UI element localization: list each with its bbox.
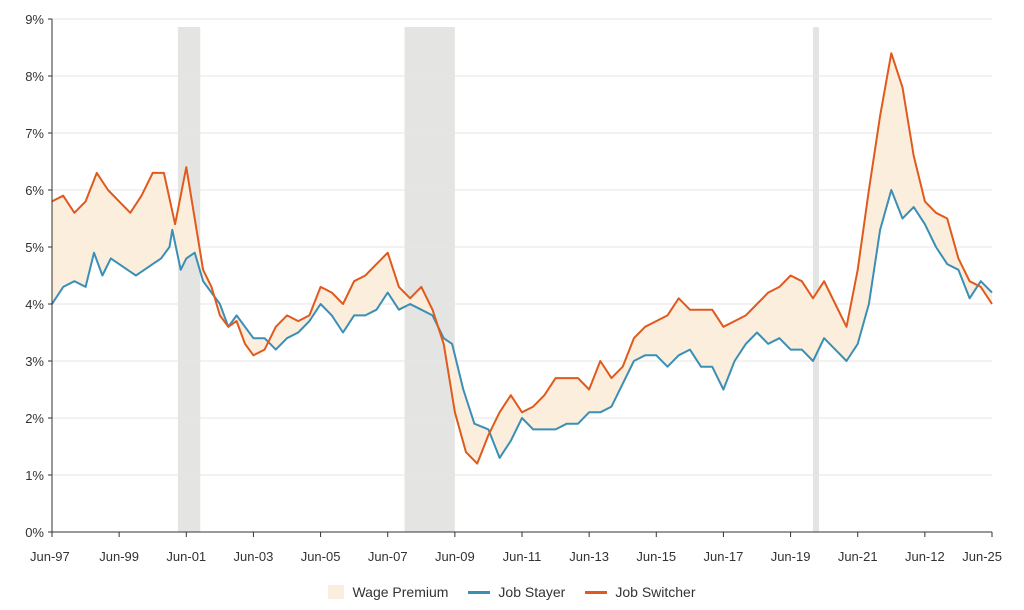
x-tick-label: Jun-07 [368,549,408,564]
axes [48,18,993,537]
recession-band [404,27,455,532]
x-tick-label: Jun-15 [636,549,676,564]
line-chart: 0%1%2%3%4%5%6%7%8%9% Jun-97 Jun-99 Jun-01 J… [25,12,1002,564]
y-tick-labels: 0% 1% 2% 3% 4% 5% 6% 7% 8% 9% [25,12,44,540]
x-tick-label: Jun-19 [771,549,811,564]
legend-label-stayer: Job Stayer [498,584,566,600]
y-tick-label: 3% [25,354,44,369]
switcher-swatch [585,590,608,594]
wage-premium-area [52,55,992,464]
y-tick-label: 6% [25,183,44,198]
x-tick-label: Jun-17 [704,549,744,564]
job-stayer-line [51,189,993,459]
legend: Wage Premium Job Stayer Job Switcher [0,584,1024,600]
recession-band [177,27,201,532]
x-tick-label: Jun-99 [99,549,139,564]
recession-band [812,27,819,532]
gridlines [52,18,992,476]
x-tick-label: Jun-97 [30,549,70,564]
x-tick-label: Jun-25 [962,549,1002,564]
y-tick-label: 7% [25,126,44,141]
x-tick-label: Jun-13 [569,549,609,564]
stayer-swatch [468,590,491,594]
x-tick-label: Jun-05 [301,549,341,564]
x-tick-label: Jun-03 [234,549,274,564]
x-tick-label: Jun-01 [166,549,206,564]
job-switcher-line [51,52,993,465]
y-tick-label: 0% [25,525,44,540]
wage-premium-area [52,55,992,464]
legend-item-switcher[interactable]: Job Switcher [585,584,696,600]
y-tick-label: 4% [25,297,44,312]
premium-swatch [328,585,345,599]
x-tick-label: Jun-12 [905,549,945,564]
y-tick-label: 8% [25,69,44,84]
y-tick-label: 2% [25,411,44,426]
series-lines [51,52,993,465]
x-tick-label: Jun-09 [435,549,475,564]
recession-bands [177,27,819,532]
x-tick-label: Jun-11 [503,549,542,564]
y-tick-label: 1% [25,468,44,483]
legend-label-premium: Wage Premium [352,584,449,600]
x-tick-label: Jun-21 [838,549,878,564]
y-tick-label: 5% [25,240,44,255]
y-tick-label: 9% [25,12,44,27]
x-tick-labels: Jun-97 Jun-99 Jun-01 Jun-03 Jun-05 Jun-07 Jun-… [30,549,1002,564]
legend-item-stayer[interactable]: Job Stayer [468,584,565,600]
legend-label-switcher: Job Switcher [615,584,696,600]
legend-item-premium[interactable]: Wage Premium [328,584,448,600]
